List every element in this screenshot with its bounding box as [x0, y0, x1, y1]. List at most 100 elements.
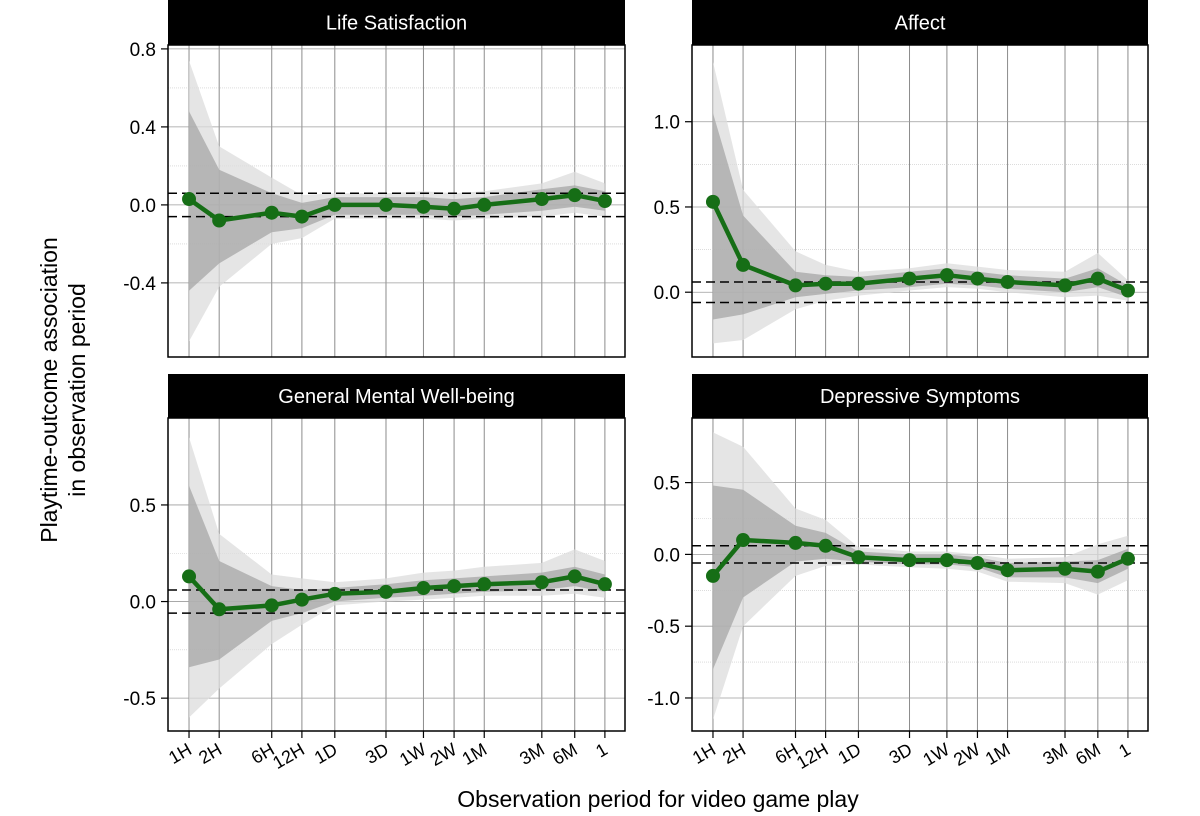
data-point	[970, 556, 985, 571]
y-axis-title-wrap: Playtime-outcome association in observat…	[18, 140, 108, 640]
panel-1: Life Satisfaction 0.8 0.4 0.0 -0.4	[123, 0, 626, 358]
data-point	[1058, 278, 1073, 293]
data-point	[1090, 271, 1105, 286]
y-axis-title-line1: Playtime-outcome association	[36, 237, 62, 543]
y-tick-label: 0.0	[130, 593, 156, 614]
data-point	[567, 569, 582, 584]
panel-3: General Mental Well-being 0.5 0.0 -0.5 1H 2H 6…	[123, 374, 626, 773]
y-tick-label: 0.5	[654, 474, 680, 495]
x-tick-label: 6M	[549, 739, 581, 769]
facet-title: Affect	[895, 13, 946, 35]
y-tick-label: 0.0	[654, 283, 680, 304]
data-point	[182, 569, 197, 584]
data-point	[182, 192, 197, 207]
y-tick-label: 0.4	[130, 118, 157, 139]
y-tick-label: 0.0	[654, 545, 680, 566]
confidence-band-inner	[189, 485, 605, 668]
data-point	[294, 592, 309, 607]
facet-strip	[692, 374, 1148, 418]
data-point	[416, 199, 431, 214]
x-tick-label: 1M	[459, 739, 491, 769]
y-tick-label: 0.0	[130, 196, 156, 217]
data-point	[970, 271, 985, 286]
plot-area	[692, 418, 1148, 731]
data-point	[1090, 564, 1105, 579]
data-point	[1058, 561, 1073, 576]
x-tick-label: 1D	[835, 739, 865, 768]
y-tick-label: -0.5	[647, 617, 680, 638]
data-point	[534, 192, 549, 207]
confidence-band-inner	[189, 111, 605, 291]
data-point	[1120, 551, 1135, 566]
y-tick-label: -0.4	[123, 274, 156, 295]
facet-strip	[692, 0, 1148, 45]
data-point	[902, 553, 917, 568]
data-point	[294, 209, 309, 224]
y-tick-label: 0.5	[130, 496, 156, 517]
x-tick-label: 12H	[793, 739, 832, 773]
x-tick-label: 1	[1115, 739, 1134, 761]
data-point	[939, 553, 954, 568]
data-point	[851, 550, 866, 565]
y-tick-label: 0.8	[130, 40, 156, 61]
x-tick-label: 1H	[689, 739, 719, 768]
x-tick-label: 1	[592, 739, 611, 761]
x-tick-label: 3D	[362, 739, 392, 768]
data-point	[534, 575, 549, 590]
plot-area	[168, 45, 625, 357]
data-point	[212, 213, 227, 228]
x-tick-label: 2W	[950, 739, 983, 770]
data-point	[597, 194, 612, 208]
data-point	[736, 533, 751, 548]
data-point	[447, 579, 462, 594]
y-tick-label: -0.5	[123, 689, 156, 710]
y-tick-label: 0.5	[654, 198, 680, 219]
confidence-band-inner	[713, 485, 1128, 670]
data-point	[447, 201, 462, 216]
data-point	[939, 268, 954, 283]
data-point	[736, 257, 751, 272]
data-point	[477, 577, 492, 592]
x-tick-label: 6M	[1072, 739, 1104, 769]
data-point	[818, 276, 833, 291]
data-point	[597, 577, 612, 592]
y-axis-title-line2: in observation period	[64, 283, 90, 497]
data-point	[378, 584, 393, 599]
data-point	[1120, 283, 1135, 298]
data-point	[416, 581, 431, 596]
data-point	[851, 276, 866, 291]
facet-strip	[168, 0, 625, 45]
y-axis-title: Playtime-outcome association in observat…	[35, 237, 91, 543]
x-tick-label: 3D	[886, 739, 916, 768]
x-tick-label: 1W	[920, 739, 953, 770]
data-point	[1000, 274, 1015, 289]
data-point	[705, 194, 720, 209]
x-tick-label: 2H	[719, 739, 749, 768]
data-point	[1000, 563, 1015, 578]
data-point	[327, 197, 342, 212]
x-tick-label: 12H	[269, 739, 308, 773]
data-point	[567, 188, 582, 203]
data-point	[477, 197, 492, 212]
x-tick-label: 1D	[311, 739, 341, 768]
plot-area	[168, 418, 625, 731]
plot-area	[692, 45, 1148, 357]
data-point	[264, 598, 279, 613]
facet-title: Life Satisfaction	[326, 13, 467, 35]
facet-strip	[168, 374, 625, 418]
x-tick-label: 1M	[982, 739, 1014, 769]
facet-title: Depressive Symptoms	[820, 386, 1020, 408]
x-tick-label: 1W	[396, 739, 429, 770]
data-point	[327, 586, 342, 601]
y-tick-label: -1.0	[647, 689, 680, 710]
x-tick-label: 3M	[516, 739, 548, 769]
data-point	[705, 568, 720, 583]
confidence-band-outer	[713, 62, 1128, 344]
x-tick-label: 2H	[195, 739, 225, 768]
data-point	[902, 271, 917, 286]
data-point	[788, 278, 803, 293]
data-point	[212, 602, 227, 617]
y-tick-label: 1.0	[654, 113, 680, 134]
data-point	[378, 197, 393, 212]
